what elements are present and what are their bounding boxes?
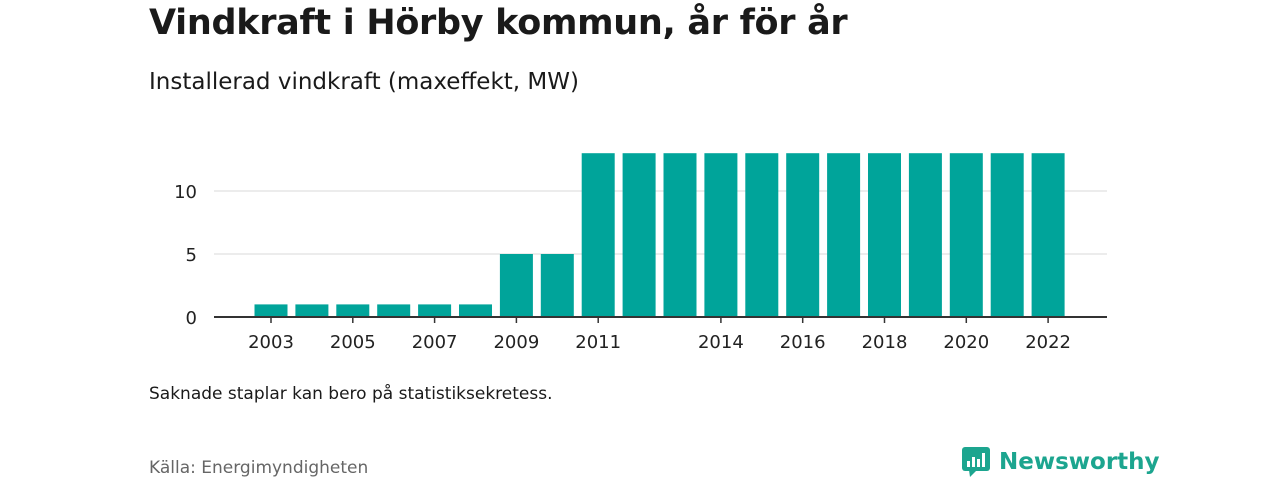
bar-2006[interactable] bbox=[377, 304, 411, 317]
x-tick-label: 2016 bbox=[780, 332, 826, 353]
x-tick-label: 2007 bbox=[412, 332, 458, 353]
bar-2021[interactable] bbox=[990, 153, 1024, 317]
footnote: Saknade staplar kan bero på statistiksek… bbox=[149, 384, 553, 404]
bar-2004[interactable] bbox=[295, 304, 329, 317]
bar-2022[interactable] bbox=[1031, 153, 1065, 317]
chart-title: Vindkraft i Hörby kommun, år för år bbox=[149, 3, 848, 43]
bar-2016[interactable] bbox=[786, 153, 820, 317]
bar-2013[interactable] bbox=[663, 153, 697, 317]
bar-2003[interactable] bbox=[254, 304, 288, 317]
bar-2007[interactable] bbox=[418, 304, 452, 317]
bar-2020[interactable] bbox=[949, 153, 983, 317]
brand-name: Newsworthy bbox=[999, 449, 1160, 475]
x-tick-label: 2014 bbox=[698, 332, 744, 353]
x-tick-label: 2011 bbox=[575, 332, 621, 353]
x-tick-label: 2005 bbox=[330, 332, 376, 353]
bar-2005[interactable] bbox=[336, 304, 370, 317]
bar-2011[interactable] bbox=[581, 153, 615, 317]
bar-2019[interactable] bbox=[908, 153, 942, 317]
newsworthy-logo[interactable]: Newsworthy bbox=[961, 446, 1160, 478]
bar-2012[interactable] bbox=[622, 153, 656, 317]
x-tick-label: 2009 bbox=[493, 332, 539, 353]
x-tick-label: 2022 bbox=[1025, 332, 1071, 353]
newsworthy-icon bbox=[962, 447, 990, 477]
bar-2008[interactable] bbox=[459, 304, 492, 317]
x-tick-label: 2020 bbox=[943, 332, 989, 353]
bar-chart: 0 5 10 2003 2005 2007 2009 2011 2014 2016 2018 2020… bbox=[174, 153, 1107, 353]
bar-2017[interactable] bbox=[827, 153, 861, 317]
bar-2014[interactable] bbox=[704, 153, 738, 317]
y-tick-label: 0 bbox=[186, 308, 197, 329]
y-tick-label: 10 bbox=[174, 182, 197, 203]
x-tick-label: 2018 bbox=[862, 332, 908, 353]
y-tick-label: 5 bbox=[186, 245, 197, 266]
x-tick-label: 2003 bbox=[248, 332, 294, 353]
bar-2018[interactable] bbox=[868, 153, 901, 317]
source-label: Källa: Energimyndigheten bbox=[149, 458, 369, 478]
bar-2010[interactable] bbox=[540, 254, 574, 317]
bar-2009[interactable] bbox=[499, 254, 533, 317]
chart-subtitle: Installerad vindkraft (maxeffekt, MW) bbox=[149, 69, 579, 95]
bar-2015[interactable] bbox=[745, 153, 779, 317]
